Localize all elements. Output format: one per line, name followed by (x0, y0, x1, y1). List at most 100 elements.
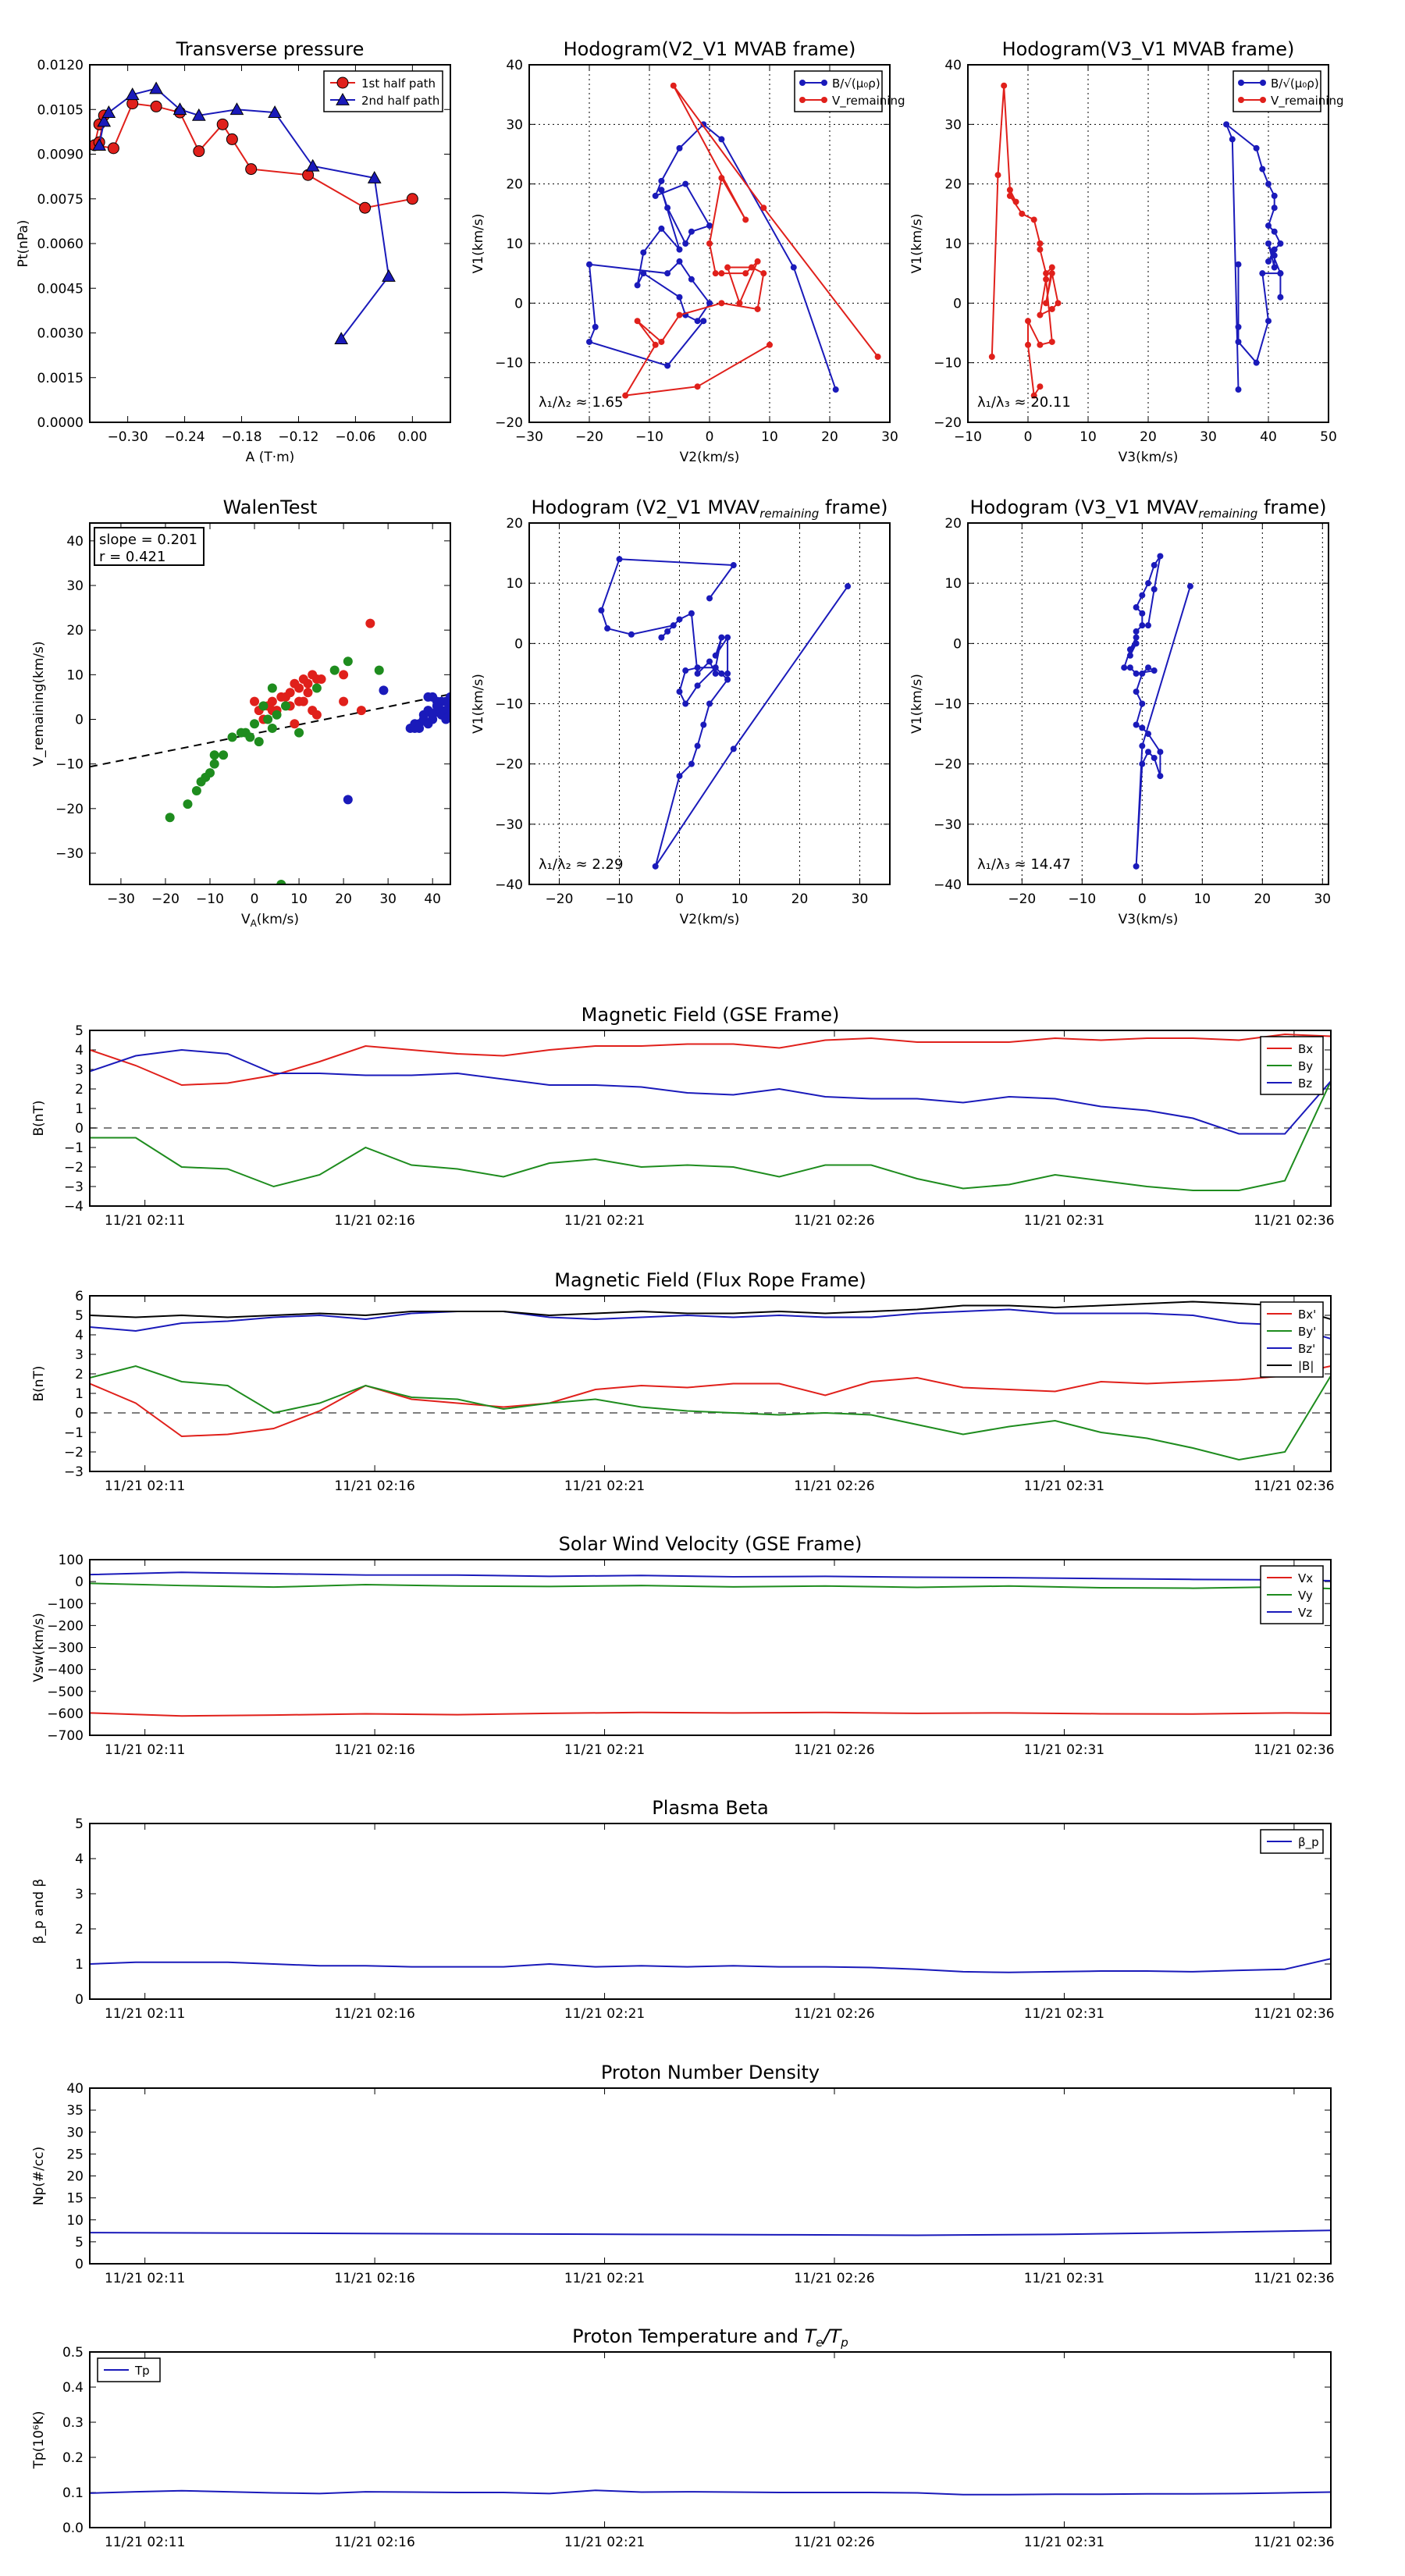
data-point (1139, 724, 1146, 731)
data-point (676, 258, 683, 265)
data-point (268, 105, 282, 118)
data-point (280, 692, 290, 702)
y-tick-label: 5 (75, 2235, 84, 2250)
series-vz-line (90, 1571, 1331, 1582)
data-point (718, 136, 725, 143)
x-tick-label: 11/21 02:16 (334, 1742, 414, 1758)
data-point (724, 264, 731, 271)
data-point (1151, 754, 1158, 761)
y-tick-label: 0 (514, 636, 523, 652)
data-point (267, 723, 277, 733)
y-tick-label: 30 (66, 578, 84, 594)
data-point (308, 670, 318, 680)
data-point (1271, 252, 1278, 259)
data-point (298, 696, 308, 706)
chart-title: Proton Temperature and Te/Tp (572, 2325, 848, 2350)
chart-bgse: 11/21 02:11 11/21 02:16 11/21 02:21 11/21 0… (31, 1004, 1335, 1229)
legend-marker (799, 80, 806, 86)
x-tick-label: 20 (335, 891, 352, 907)
data-point (712, 670, 719, 677)
legend-marker (821, 80, 827, 86)
legend-box (794, 70, 883, 112)
data-point (305, 158, 320, 172)
data-point (229, 102, 244, 116)
data-point (1048, 305, 1055, 312)
y-tick-label: 0.0015 (37, 371, 84, 386)
x-tick-label: −20 (546, 891, 574, 907)
data-point (694, 682, 701, 689)
chart-bfr: 11/21 02:11 11/21 02:16 11/21 02:21 11/21 0… (31, 1269, 1335, 1494)
data-point (700, 121, 707, 128)
data-point (356, 706, 366, 716)
data-point (436, 706, 446, 716)
x-tick-label: 11/21 02:26 (794, 2271, 874, 2286)
x-tick-label: 11/21 02:16 (334, 2535, 414, 2550)
legend-box (1232, 70, 1321, 112)
x-tick-label: 11/21 02:31 (1024, 2006, 1104, 2022)
data-point (245, 732, 255, 742)
chart-title: Hodogram (V2_V1 MVAVremaining frame) (532, 496, 888, 521)
x-tick-label: 0 (675, 891, 684, 907)
data-point (446, 692, 450, 702)
y-axis-label: Tp(10⁶K) (31, 2411, 47, 2469)
x-tick-label: −0.12 (278, 429, 318, 445)
data-point (682, 180, 689, 187)
y-tick-label: 10 (66, 667, 84, 683)
x-tick-label: 11/21 02:31 (1024, 2271, 1104, 2286)
data-point (622, 392, 629, 399)
data-point (658, 225, 665, 232)
y-tick-label: −2 (64, 1445, 84, 1461)
data-point (1139, 742, 1146, 749)
data-point (604, 625, 611, 632)
x-tick-label: −0.18 (221, 429, 261, 445)
data-point (634, 318, 641, 325)
y-axis-label: V1(km/s) (471, 214, 486, 274)
data-point (191, 108, 206, 121)
y-tick-label: −40 (495, 877, 523, 893)
data-point (586, 338, 592, 345)
y-tick-label: −1 (64, 1425, 84, 1441)
x-tick-label: 11/21 02:26 (794, 2535, 874, 2550)
axes-frame (89, 2087, 1332, 2265)
legend: B/√(μ₀ρ) V_remaining (1232, 70, 1344, 112)
data-point (676, 773, 683, 780)
data-point (694, 383, 701, 390)
y-axis-label: V1(km/s) (909, 214, 925, 274)
data-point (1133, 634, 1140, 641)
data-point (193, 145, 205, 158)
data-point (586, 261, 592, 268)
y-tick-label: 1 (75, 1957, 84, 1973)
y-tick-label: −10 (934, 697, 962, 713)
x-tick-label: −10 (954, 429, 982, 445)
data-point (760, 205, 767, 212)
annotation: λ₁/λ₂ ≈ 2.29 (539, 856, 623, 873)
y-tick-label: 0 (953, 636, 962, 652)
y-tick-label: 0 (75, 1574, 84, 1590)
data-point (1025, 318, 1031, 325)
series-bz-line (90, 1048, 1331, 1135)
x-tick-label: −0.30 (108, 429, 148, 445)
data-point (311, 683, 322, 693)
data-point (219, 750, 229, 760)
data-point (226, 133, 238, 145)
x-tick-label: −20 (575, 429, 603, 445)
x-tick-label: 11/21 02:36 (1254, 2271, 1334, 2286)
x-tick-label: 11/21 02:36 (1254, 2006, 1334, 2022)
axes-frame (89, 1823, 1332, 2000)
chart-hodo2: −10 0 10 20 30 40 50−20−10010203040V3(km/s)V1(… (909, 38, 1344, 465)
x-tick-label: 30 (881, 429, 898, 445)
data-point (250, 719, 260, 729)
data-point (339, 670, 349, 680)
data-point (754, 258, 761, 265)
x-tick-label: 10 (731, 891, 749, 907)
data-point (1025, 341, 1031, 348)
y-tick-label: 20 (944, 516, 962, 532)
legend-label: V_remaining (832, 94, 905, 109)
y-tick-label: 0.2 (62, 2450, 84, 2466)
data-point (664, 205, 671, 212)
data-point (1133, 628, 1140, 635)
data-point (1265, 258, 1272, 265)
data-point (760, 270, 767, 277)
y-tick-label: 2 (75, 1922, 84, 1937)
data-point (592, 323, 599, 330)
